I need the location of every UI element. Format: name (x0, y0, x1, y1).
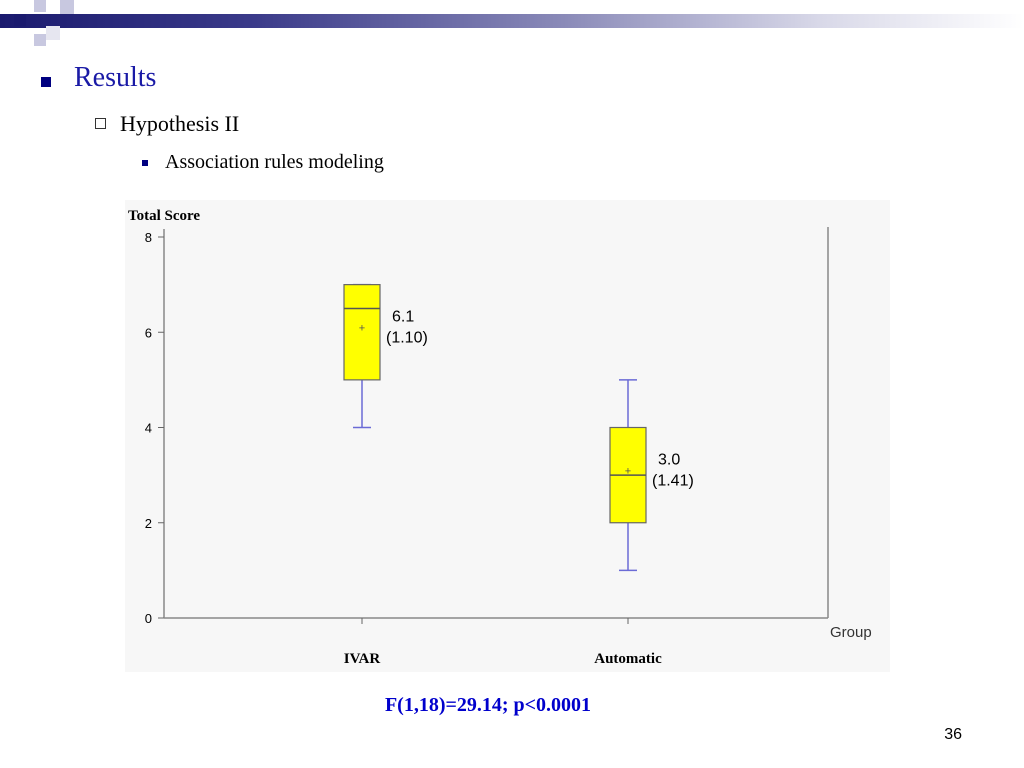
chart-area: 0 2 4 6 8 Total Score Group IVAR Automatic +6.1 (1… (125, 200, 890, 672)
mean-marker: + (359, 322, 365, 334)
mean-label: 3.0 (658, 451, 680, 468)
corner-square-5 (46, 26, 60, 40)
corner-square-2 (34, 0, 46, 12)
x-axis-title: Group (830, 624, 872, 641)
bullet-small-square-icon (142, 160, 148, 166)
y-tick-label: 0 (145, 611, 152, 626)
corner-square-3 (60, 0, 74, 14)
y-axis-title: Total Score (128, 208, 200, 224)
mean-label: 6.1 (392, 308, 414, 325)
page-number: 36 (944, 726, 962, 743)
box-plot-chart: 0 2 4 6 8 Total Score Group IVAR Automatic +6.1 (1… (128, 208, 872, 667)
sd-label: (1.10) (386, 329, 428, 346)
y-tick-label: 6 (145, 325, 152, 340)
corner-square-1 (14, 14, 26, 26)
sd-label: (1.41) (652, 472, 694, 489)
bullet-hollow-square-icon (95, 118, 106, 129)
bullet-results: Results (74, 62, 157, 93)
box-ivar (343, 284, 381, 381)
bullet-hypothesis: Hypothesis II (120, 111, 240, 136)
x-tick-label: IVAR (344, 651, 381, 667)
y-tick-label: 2 (145, 516, 152, 531)
x-tick-label: Automatic (594, 651, 662, 667)
bullet-square-icon (41, 77, 51, 87)
title-banner (0, 14, 1024, 28)
corner-square-4 (34, 34, 46, 46)
y-tick-label: 4 (145, 421, 152, 436)
bullet-association: Association rules modeling (165, 151, 384, 173)
y-tick-label: 8 (145, 230, 152, 245)
mean-marker: + (625, 465, 631, 477)
statistic-text: F(1,18)=29.14; p<0.0001 (384, 694, 592, 716)
